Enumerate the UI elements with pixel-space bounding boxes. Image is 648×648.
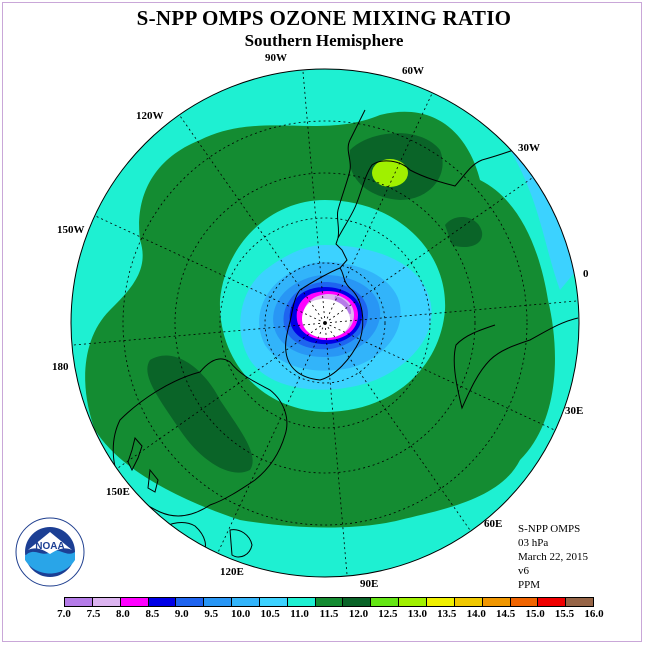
colorbar-tick-label: 9.5 bbox=[204, 608, 219, 620]
lon-label-90w: 90W bbox=[265, 52, 287, 64]
south-america-coast bbox=[337, 139, 541, 239]
map-subtitle: Southern Hemisphere bbox=[244, 31, 404, 50]
colorbar-tick-label: 12.5 bbox=[378, 608, 398, 620]
colorbar-tick-label: 12.0 bbox=[348, 608, 369, 620]
meridians bbox=[71, 69, 579, 577]
colorbar-swatch bbox=[343, 598, 372, 606]
meridian-line bbox=[71, 322, 326, 346]
colorbar-tick-label: 13.5 bbox=[437, 608, 457, 620]
ozone-level-12-0-c bbox=[147, 355, 253, 473]
lon-label-60w: 60W bbox=[402, 65, 424, 77]
meridian-line bbox=[324, 322, 472, 532]
latitude-circle-60s bbox=[264, 262, 386, 384]
colorbar-swatch bbox=[566, 598, 594, 606]
meridian-line bbox=[324, 322, 556, 431]
product-info: S-NPP OMPS 03 hPa March 22, 2015 v6 PPM bbox=[518, 522, 588, 592]
colorbar-tick-label: 10.0 bbox=[231, 608, 251, 620]
ozone-level-12-5 bbox=[372, 159, 408, 187]
meridian-line bbox=[217, 322, 326, 554]
colorbar-swatch bbox=[315, 598, 344, 606]
colorbar-swatch bbox=[454, 598, 483, 606]
colorbar-tick-label: 8.5 bbox=[145, 608, 160, 620]
info-instrument: S-NPP OMPS bbox=[518, 523, 581, 535]
colorbar-ticks: 7.0 7.5 8.0 8.5 9.0 9.5 10.0 10.5 11.0 11.5 12.0 12… bbox=[50, 608, 610, 622]
info-date: March 22, 2015 bbox=[518, 551, 588, 563]
latitude-circle-30s bbox=[174, 172, 476, 474]
info-version: v6 bbox=[518, 565, 529, 577]
colorbar-tick-label: 7.0 bbox=[57, 608, 71, 620]
figure-frame bbox=[2, 2, 642, 642]
lon-label-30w: 30W bbox=[518, 142, 540, 154]
lon-label-120e: 120E bbox=[220, 566, 244, 578]
colorbar-swatch bbox=[92, 598, 121, 606]
colorbar-swatch bbox=[176, 598, 205, 606]
meridian-line bbox=[302, 69, 326, 324]
colorbar-tick-label: 13.0 bbox=[407, 608, 427, 620]
antarctica-coast bbox=[285, 267, 364, 381]
latitude-circle-45s bbox=[219, 217, 431, 429]
lon-label-180: 180 bbox=[52, 361, 69, 373]
ozone-level-12-0-b bbox=[445, 216, 483, 248]
meridian-line bbox=[324, 176, 534, 324]
lon-label-60e: 60E bbox=[484, 518, 503, 530]
colorbar-tick-label: 10.5 bbox=[260, 608, 280, 620]
colorbar-tick-label: 8.0 bbox=[116, 608, 130, 620]
colorbar-swatch bbox=[371, 598, 400, 606]
colorbar-tick-label: 11.0 bbox=[290, 608, 309, 620]
map-border bbox=[70, 68, 580, 578]
colorbar-swatch bbox=[120, 598, 149, 606]
map-title: S-NPP OMPS OZONE MIXING RATIO bbox=[136, 6, 512, 30]
colorbar-tick-label: 9.0 bbox=[174, 608, 189, 620]
lon-label-150w: 150W bbox=[57, 224, 85, 236]
colorbar-tick-label: 16.0 bbox=[584, 608, 604, 620]
colorbar-swatch bbox=[399, 598, 427, 606]
latitude-circle-15s bbox=[122, 120, 528, 526]
colorbar-tick-label: 7.5 bbox=[86, 608, 101, 620]
colorbar-tick-label: 14.5 bbox=[496, 608, 516, 620]
lon-label-0: 0 bbox=[583, 268, 589, 280]
graticule bbox=[71, 69, 579, 577]
colorbar bbox=[64, 597, 594, 607]
meridian-line bbox=[324, 300, 579, 324]
colorbar-tick-label: 15.5 bbox=[554, 608, 575, 620]
colorbar-swatch bbox=[65, 598, 93, 606]
meridian-line bbox=[94, 215, 326, 324]
colorbar-swatch bbox=[426, 598, 455, 606]
svg-text:NOAA: NOAA bbox=[35, 541, 64, 552]
meridian-line bbox=[116, 322, 326, 470]
colorbar-swatch bbox=[482, 598, 511, 606]
info-units: PPM bbox=[518, 579, 541, 591]
africa-coast bbox=[453, 317, 579, 410]
colorbar-tick-label: 11.5 bbox=[319, 608, 339, 620]
meridian-line bbox=[324, 92, 433, 324]
south-pole-dot bbox=[323, 321, 327, 325]
meridian-line bbox=[178, 114, 326, 324]
colorbar-tick-label: 14.0 bbox=[466, 608, 486, 620]
colorbar-swatch bbox=[232, 598, 260, 606]
new-zealand-coast bbox=[127, 436, 143, 472]
colorbar-tick-label: 15.0 bbox=[525, 608, 545, 620]
noaa-logo: NOAA bbox=[15, 517, 85, 587]
lon-label-150e: 150E bbox=[106, 486, 130, 498]
lon-label-30e: 30E bbox=[565, 405, 584, 417]
colorbar-swatch bbox=[538, 598, 567, 606]
lon-label-120w: 120W bbox=[136, 110, 164, 122]
lon-label-90e: 90E bbox=[360, 578, 379, 590]
colorbar-swatch bbox=[287, 598, 316, 606]
colorbar-swatch bbox=[204, 598, 233, 606]
colorbar-swatch bbox=[148, 598, 177, 606]
colorbar-swatch bbox=[510, 598, 539, 606]
meridian-line bbox=[324, 322, 348, 577]
colorbar-swatch bbox=[259, 598, 288, 606]
info-level: 03 hPa bbox=[518, 537, 549, 549]
polar-night-no-data bbox=[302, 298, 351, 338]
